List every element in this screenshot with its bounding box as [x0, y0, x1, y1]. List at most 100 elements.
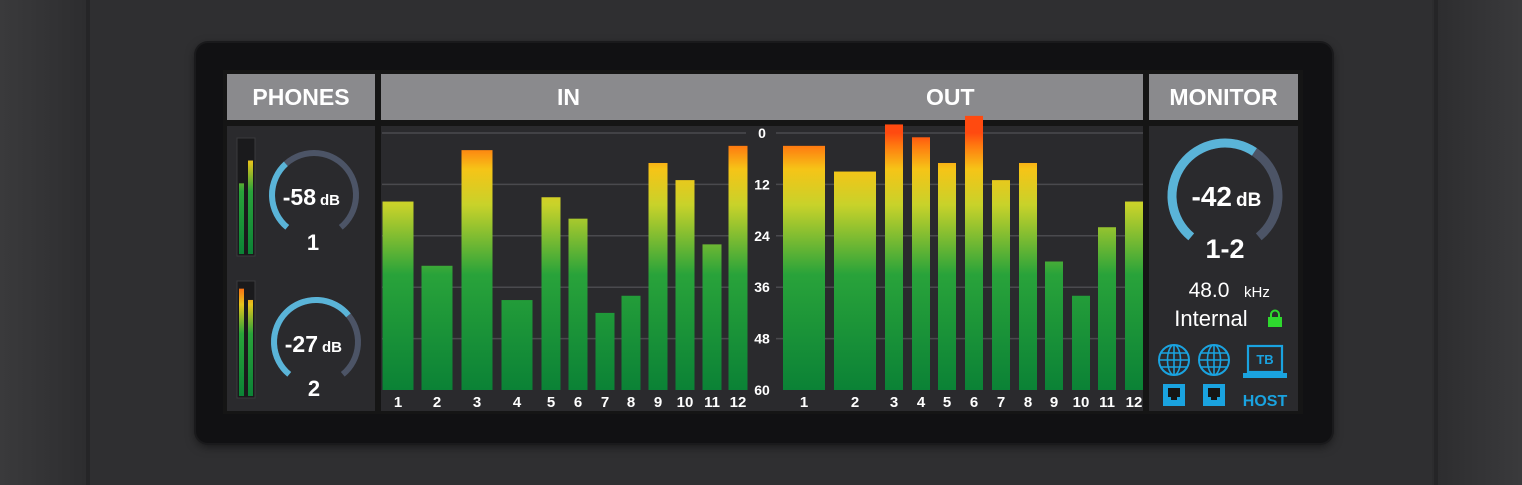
monitor-channel-label: 1-2 [1205, 234, 1244, 264]
output-meter-bar [1045, 261, 1063, 390]
phones-2-knob-level [271, 297, 351, 377]
output-channel-label: 3 [890, 394, 898, 411]
monitor-knob[interactable]: -42 dB [1167, 138, 1283, 241]
phones-1-value: -58 [283, 184, 316, 210]
phones-2-meter [236, 280, 256, 399]
chassis-groove-left [86, 0, 90, 485]
output-meter-bar [912, 137, 930, 390]
sample-rate-unit: kHz [1244, 284, 1270, 301]
input-meter-bar [728, 145, 748, 390]
phones-2-knob[interactable]: -27 dB [271, 297, 361, 377]
phones-1-knob[interactable]: -58 dB [269, 150, 359, 230]
header-in-label: IN [557, 83, 580, 110]
output-meter-bar [965, 115, 983, 390]
header-out-label: OUT [926, 83, 975, 110]
scale-tick-label: 60 [754, 382, 770, 398]
scale-tick-label: 36 [754, 279, 770, 295]
input-channel-label: 1 [394, 394, 402, 411]
monitor-value: -42 [1192, 181, 1232, 212]
input-meter-bar [421, 265, 453, 390]
output-channel-label: 8 [1024, 394, 1032, 411]
monitor-unit: dB [1236, 190, 1261, 211]
ethernet-port-icon [1203, 384, 1225, 406]
input-meter-bar [675, 180, 695, 390]
input-channel-label: 3 [473, 394, 481, 411]
phones-1-knob-level [269, 161, 290, 230]
output-channel-label: 2 [851, 394, 859, 411]
input-meter-bar [648, 162, 668, 390]
globe-icon [1198, 344, 1230, 376]
output-channel-label: 12 [1126, 394, 1143, 411]
input-meter-bar [541, 197, 561, 390]
phones-1-unit: dB [320, 192, 340, 209]
output-channel-label: 6 [970, 394, 978, 411]
phones-1-label: 1 [307, 230, 319, 255]
input-channel-label: 11 [704, 394, 720, 411]
globe-icon [1158, 344, 1190, 376]
output-meters [783, 115, 1143, 390]
input-meter-bar [621, 295, 641, 390]
input-channel-label: 7 [601, 394, 609, 411]
phones-1-meter-right [248, 160, 253, 254]
header-monitor: MONITOR [1149, 74, 1298, 120]
output-channel-label: 7 [997, 394, 1005, 411]
header-phones: PHONES [227, 74, 375, 120]
scale-tick-label: 12 [754, 176, 770, 192]
input-channel-label: 5 [547, 394, 555, 411]
input-meter-bar [461, 150, 493, 390]
input-meter-bar [568, 218, 588, 390]
output-channel-labels: 1 2 3 4 5 6 7 8 9 10 11 12 [800, 394, 1143, 411]
db-scale: 0 12 24 36 48 60 [754, 125, 770, 398]
input-channel-label: 9 [654, 394, 662, 411]
input-channel-labels: 1 2 3 4 5 6 7 8 9 10 11 12 [394, 394, 747, 411]
output-channel-label: 9 [1050, 394, 1058, 411]
input-meter-bar [702, 244, 722, 390]
output-channel-label: 11 [1099, 394, 1115, 411]
chassis-left [0, 0, 90, 485]
output-meter-bar [992, 180, 1010, 390]
monitor-knob-level [1167, 138, 1257, 241]
lock-icon [1268, 309, 1282, 327]
phones-2-meter-left [239, 288, 244, 396]
input-meter-bar [382, 201, 414, 390]
input-channel-label: 10 [677, 394, 694, 411]
scale-tick-label: 24 [754, 228, 770, 244]
input-meter-bar [501, 300, 533, 390]
phones-1-meter [236, 137, 256, 257]
input-meter-bar [595, 312, 615, 390]
output-channel-label: 1 [800, 394, 808, 411]
sample-rate-value: 48.0 [1189, 279, 1230, 302]
phones-2-meter-right [248, 299, 253, 396]
header-in-out: IN OUT [381, 74, 1143, 120]
output-channel-label: 10 [1073, 394, 1090, 411]
scale-tick-label: 0 [758, 125, 766, 141]
chassis-right [1432, 0, 1522, 485]
output-meter-bar [1072, 295, 1090, 390]
phones-2-label: 2 [308, 376, 320, 401]
output-meter-bar [885, 124, 903, 390]
clock-source: Internal [1174, 306, 1247, 331]
header-phones-label: PHONES [252, 83, 350, 110]
output-meter-bar [1019, 162, 1037, 390]
input-meters [382, 145, 748, 390]
output-meter-bar [938, 162, 956, 390]
ethernet-port-icon [1163, 384, 1185, 406]
host-label: HOST [1243, 393, 1288, 410]
scale-tick-label: 48 [754, 331, 770, 347]
chassis-groove-right [1434, 0, 1438, 485]
output-meter-bar [1125, 201, 1143, 390]
phones-1-meter-left [239, 183, 244, 254]
output-meter-bar [834, 171, 876, 390]
output-meter-bar [783, 145, 825, 390]
thunderbolt-laptop-icon: TB [1243, 344, 1287, 378]
output-channel-label: 5 [943, 394, 951, 411]
output-meter-bar [1098, 227, 1116, 390]
input-channel-label: 2 [433, 394, 441, 411]
input-channel-label: 4 [513, 394, 522, 411]
header-monitor-label: MONITOR [1169, 83, 1278, 110]
output-channel-label: 4 [917, 394, 926, 411]
input-channel-label: 8 [627, 394, 635, 411]
phones-2-value: -27 [285, 331, 318, 357]
input-channel-label: 12 [730, 394, 747, 411]
